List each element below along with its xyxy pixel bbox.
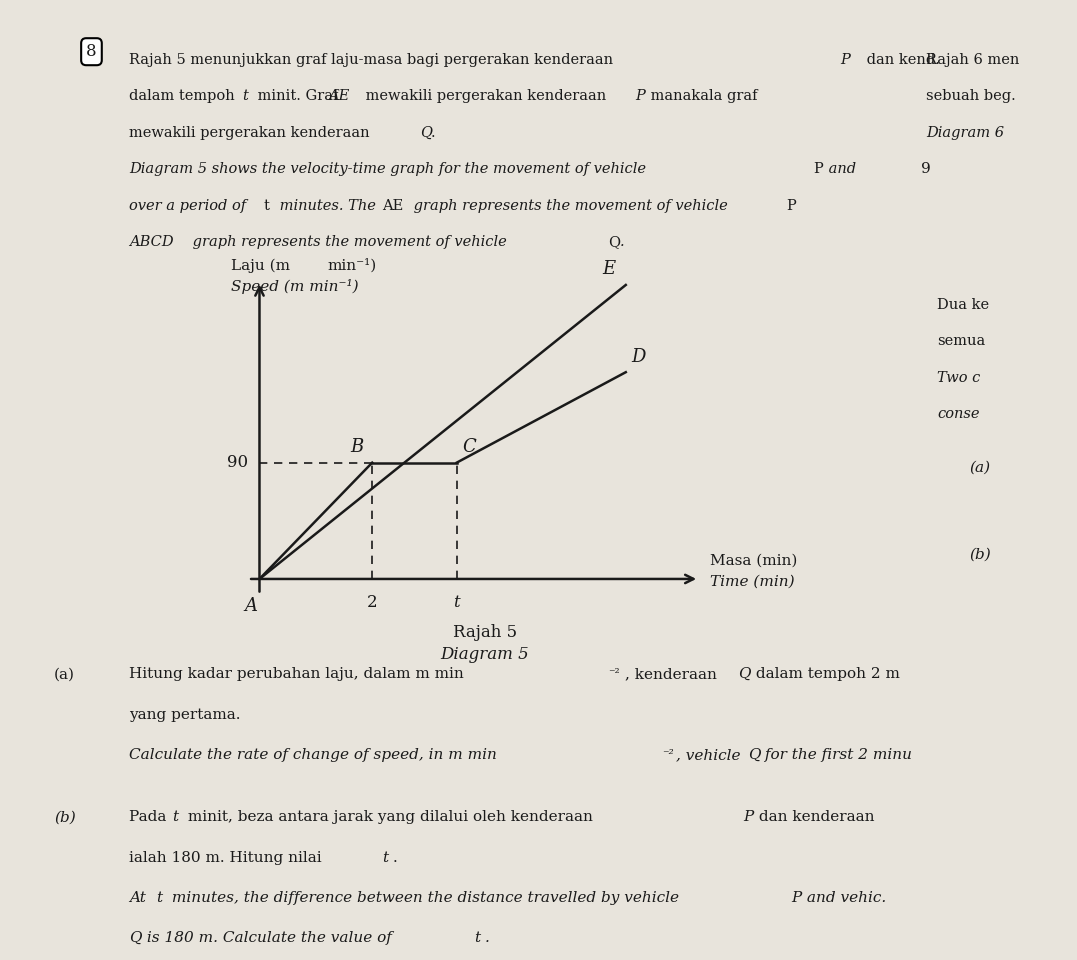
Text: 90: 90 — [227, 454, 248, 471]
Text: ABCD: ABCD — [129, 235, 173, 250]
Text: graph represents the movement of vehicle: graph represents the movement of vehicle — [188, 235, 512, 250]
Text: ⁻²: ⁻² — [662, 748, 674, 761]
Text: minit, beza antara jarak yang dilalui oleh kenderaan: minit, beza antara jarak yang dilalui ol… — [183, 810, 598, 825]
Text: , kenderaan: , kenderaan — [625, 667, 722, 682]
Text: .: . — [485, 931, 490, 946]
Text: conse: conse — [937, 407, 979, 421]
Text: Two c: Two c — [937, 371, 980, 385]
Text: At: At — [129, 891, 151, 905]
Text: AE: AE — [328, 89, 350, 104]
Text: Q: Q — [609, 235, 620, 250]
Text: for the first 2 minu: for the first 2 minu — [760, 748, 912, 762]
Text: (b): (b) — [54, 810, 75, 825]
Text: P: P — [786, 199, 796, 213]
Text: ialah 180 m. Hitung nilai: ialah 180 m. Hitung nilai — [129, 851, 326, 865]
Text: Pada: Pada — [129, 810, 171, 825]
Text: P: P — [840, 53, 850, 67]
Text: Rajah 5 menunjukkan graf laju-masa bagi pergerakan kenderaan: Rajah 5 menunjukkan graf laju-masa bagi … — [129, 53, 618, 67]
Text: manakala graf: manakala graf — [646, 89, 758, 104]
Text: Rajah 6 men: Rajah 6 men — [926, 53, 1020, 67]
Text: AE: AE — [382, 199, 404, 213]
Text: ⁻²: ⁻² — [609, 667, 620, 681]
Text: (a): (a) — [969, 461, 991, 475]
Text: minit. Graf: minit. Graf — [253, 89, 344, 104]
Text: is 180 m. Calculate the value of: is 180 m. Calculate the value of — [142, 931, 397, 946]
Text: Diagram 5 shows the velocity-time graph for the movement of vehicle: Diagram 5 shows the velocity-time graph … — [129, 162, 651, 177]
Text: mewakili pergerakan kenderaan: mewakili pergerakan kenderaan — [129, 126, 375, 140]
Text: t: t — [172, 810, 179, 825]
Text: Hitung kadar perubahan laju, dalam m min: Hitung kadar perubahan laju, dalam m min — [129, 667, 464, 682]
Text: P: P — [635, 89, 645, 104]
Text: (b): (b) — [969, 547, 991, 562]
Text: .: . — [619, 235, 624, 250]
Text: P: P — [792, 891, 802, 905]
Text: B: B — [350, 438, 364, 456]
Text: Q: Q — [420, 126, 432, 140]
Text: E: E — [602, 260, 615, 278]
Text: 9: 9 — [921, 162, 931, 177]
Text: 8: 8 — [86, 43, 97, 60]
Text: Calculate the rate of change of speed, in m min: Calculate the rate of change of speed, i… — [129, 748, 498, 762]
Text: P: P — [743, 810, 754, 825]
Text: .: . — [431, 126, 435, 140]
Text: and: and — [824, 162, 856, 177]
Text: semua: semua — [937, 334, 985, 348]
Text: t: t — [453, 594, 460, 612]
Text: over a period of: over a period of — [129, 199, 251, 213]
Text: Q: Q — [749, 748, 761, 762]
Text: yang pertama.: yang pertama. — [129, 708, 241, 722]
Text: and vehic.: and vehic. — [802, 891, 886, 905]
Text: C: C — [462, 438, 476, 456]
Text: Q: Q — [129, 931, 142, 946]
Text: t: t — [242, 89, 248, 104]
Text: t: t — [156, 891, 163, 905]
Text: A: A — [244, 597, 257, 615]
Text: dan kend.: dan kend. — [862, 53, 939, 67]
Text: mewakili pergerakan kenderaan: mewakili pergerakan kenderaan — [361, 89, 611, 104]
Text: minutes. The: minutes. The — [275, 199, 380, 213]
Text: minutes, the difference between the distance travelled by vehicle: minutes, the difference between the dist… — [167, 891, 684, 905]
Text: sebuah beg.: sebuah beg. — [926, 89, 1016, 104]
Text: Rajah 5: Rajah 5 — [452, 624, 517, 641]
Text: , vehicle: , vehicle — [676, 748, 745, 762]
Text: Q: Q — [738, 667, 751, 682]
Text: t: t — [474, 931, 480, 946]
Text: dan kenderaan: dan kenderaan — [754, 810, 875, 825]
Text: D: D — [631, 348, 646, 366]
Text: t: t — [382, 851, 389, 865]
Text: (a): (a) — [54, 667, 74, 682]
Text: Masa (min): Masa (min) — [711, 554, 798, 568]
Text: Diagram 5: Diagram 5 — [440, 646, 529, 663]
Text: dalam tempoh: dalam tempoh — [129, 89, 239, 104]
Text: .: . — [393, 851, 397, 865]
Text: Laju (m: Laju (m — [232, 258, 291, 273]
Text: graph represents the movement of vehicle: graph represents the movement of vehicle — [409, 199, 732, 213]
Text: min⁻¹): min⁻¹) — [327, 258, 376, 273]
Text: Diagram 6: Diagram 6 — [926, 126, 1004, 140]
Text: 2: 2 — [367, 594, 378, 612]
Text: Dua ke: Dua ke — [937, 298, 989, 312]
Text: P: P — [813, 162, 823, 177]
Text: t: t — [264, 199, 269, 213]
Text: Time (min): Time (min) — [711, 574, 795, 588]
Text: dalam tempoh 2 m: dalam tempoh 2 m — [751, 667, 899, 682]
Text: Speed (m min⁻¹): Speed (m min⁻¹) — [232, 279, 359, 294]
